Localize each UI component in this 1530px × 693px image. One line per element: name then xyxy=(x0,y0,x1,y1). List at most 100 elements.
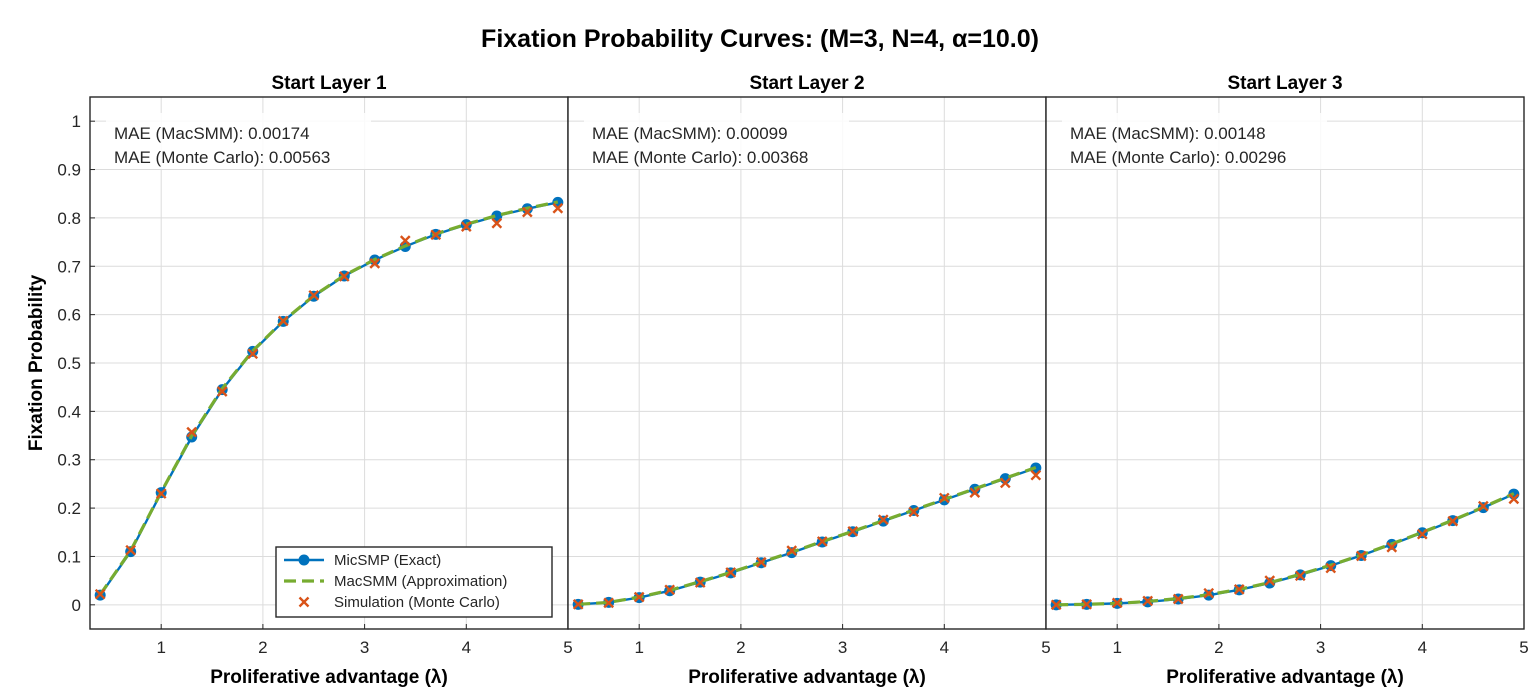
sim-point xyxy=(1050,599,1062,611)
sim-point xyxy=(1111,597,1123,609)
sim-point xyxy=(1477,500,1489,512)
sim-cross-b xyxy=(1294,570,1306,582)
sim-point xyxy=(633,591,645,603)
sim-cross-b xyxy=(460,221,472,232)
sim-cross-b xyxy=(1111,597,1123,609)
sim-point xyxy=(847,525,859,537)
legend-swatch-cross-b xyxy=(298,596,310,608)
sim-point xyxy=(694,577,706,588)
sim-cross-b xyxy=(1203,587,1215,599)
sim-cross-b xyxy=(125,544,137,556)
y-tick-label: 0 xyxy=(72,596,81,615)
sim-cross-b xyxy=(999,477,1011,489)
x-tick-label: 1 xyxy=(1112,638,1121,657)
sim-cross-b xyxy=(877,514,889,526)
mae-annotation: MAE (MacSMM): 0.00148 MAE (Monte Carlo): … xyxy=(1062,113,1327,169)
legend-entry: MacSMM (Approximation) xyxy=(284,573,507,590)
x-axis-label: Proliferative advantage (λ) xyxy=(210,667,448,688)
panel-title: Start Layer 2 xyxy=(749,73,864,94)
sim-cross-b xyxy=(694,577,706,588)
sim-point xyxy=(1142,595,1154,607)
sim-point xyxy=(247,348,259,360)
y-tick-label: 0.7 xyxy=(57,257,81,276)
sim-point xyxy=(94,588,106,600)
panel-1: 1 2 3 4 5 0 0.1 0.2 0.3 0.4 0.5 0.6 0.7 0.8 0.9 1 Start … xyxy=(57,73,572,688)
sim-point xyxy=(816,536,828,547)
y-tick-label: 0.4 xyxy=(57,402,81,421)
series-approx-line xyxy=(578,465,1037,606)
legend-label: MicSMP (Exact) xyxy=(334,552,441,569)
y-tick-label: 1 xyxy=(72,112,81,131)
sim-cross-b xyxy=(786,545,798,556)
x-tick-label: 1 xyxy=(634,638,643,657)
sim-cross-b xyxy=(247,348,259,360)
sim-point xyxy=(1233,583,1245,595)
sim-point xyxy=(1030,469,1042,481)
panel-title: Start Layer 3 xyxy=(1227,73,1342,94)
mae-text: MAE (Monte Carlo): 0.00563 xyxy=(114,148,330,167)
sim-cross-b xyxy=(847,525,859,537)
sim-cross-b xyxy=(1447,515,1459,527)
panel-title: Start Layer 1 xyxy=(271,73,387,94)
mae-annotation: MAE (MacSMM): 0.00174 MAE (Monte Carlo): … xyxy=(106,113,371,169)
sim-point xyxy=(460,221,472,232)
y-tick-label: 0.6 xyxy=(57,306,81,325)
mae-text: MAE (MacSMM): 0.00174 xyxy=(114,124,310,143)
x-tick-label: 5 xyxy=(1041,638,1050,657)
sim-cross-b xyxy=(755,556,767,568)
sim-cross-b xyxy=(338,271,350,282)
sim-cross-b xyxy=(1386,541,1398,553)
sim-cross-b xyxy=(277,315,289,327)
sim-point xyxy=(155,488,167,499)
sim-point xyxy=(399,235,411,246)
x-tick-label: 5 xyxy=(1519,638,1528,657)
sim-cross-b xyxy=(969,487,981,498)
x-tick-label: 2 xyxy=(736,638,745,657)
sim-cross-b xyxy=(1416,528,1428,540)
sim-cross-b xyxy=(816,536,828,547)
sim-point xyxy=(1325,562,1337,574)
x-tick-label: 3 xyxy=(838,638,847,657)
sim-cross-b xyxy=(552,202,564,214)
panels: 1 2 3 4 5 0 0.1 0.2 0.3 0.4 0.5 0.6 0.7 0.8 0.9 1 Start … xyxy=(57,73,1528,688)
sim-cross-b xyxy=(1264,575,1276,586)
sim-point xyxy=(1447,515,1459,527)
sim-cross-b xyxy=(603,597,615,609)
sim-cross-b xyxy=(399,235,411,246)
figure-title: Fixation Probability Curves: (M=3, N=4, … xyxy=(481,25,1039,53)
sim-cross-b xyxy=(725,567,737,578)
sim-cross-b xyxy=(1325,562,1337,574)
series-group xyxy=(94,196,564,601)
sim-point xyxy=(308,289,320,301)
legend: MicSMP (Exact) MacSMM (Approximation) Simu… xyxy=(275,546,553,618)
legend-label: MacSMM (Approximation) xyxy=(334,573,507,590)
sim-point xyxy=(755,556,767,568)
sim-point xyxy=(969,487,981,498)
panel-3: 1 2 3 4 5 Start Layer 3 Proliferative advantag… xyxy=(1045,73,1529,688)
legend-label: Simulation (Monte Carlo) xyxy=(334,594,500,611)
y-tick-label: 0.3 xyxy=(57,451,81,470)
series-group xyxy=(1050,488,1520,611)
sim-cross-b xyxy=(1508,493,1520,505)
sim-point xyxy=(277,315,289,327)
sim-point xyxy=(1203,587,1215,599)
sim-cross-b xyxy=(1050,599,1062,611)
legend-swatch-marker xyxy=(298,554,310,566)
sim-point xyxy=(999,477,1011,489)
sim-cross-b xyxy=(572,598,584,610)
sim-cross-b xyxy=(1172,593,1184,605)
sim-cross-b xyxy=(186,426,198,438)
x-axis-label: Proliferative advantage (λ) xyxy=(1166,667,1404,688)
sim-point xyxy=(725,567,737,578)
sim-point xyxy=(552,202,564,214)
mae-box xyxy=(584,113,849,169)
y-tick-label: 0.8 xyxy=(57,209,81,228)
series-approx-line xyxy=(1056,492,1515,607)
sim-cross-b xyxy=(1233,583,1245,595)
sim-point xyxy=(1294,570,1306,582)
mae-text: MAE (MacSMM): 0.00148 xyxy=(1070,124,1266,143)
sim-point xyxy=(908,506,920,518)
mae-text: MAE (Monte Carlo): 0.00368 xyxy=(592,148,808,167)
sim-cross-b xyxy=(1081,598,1093,610)
